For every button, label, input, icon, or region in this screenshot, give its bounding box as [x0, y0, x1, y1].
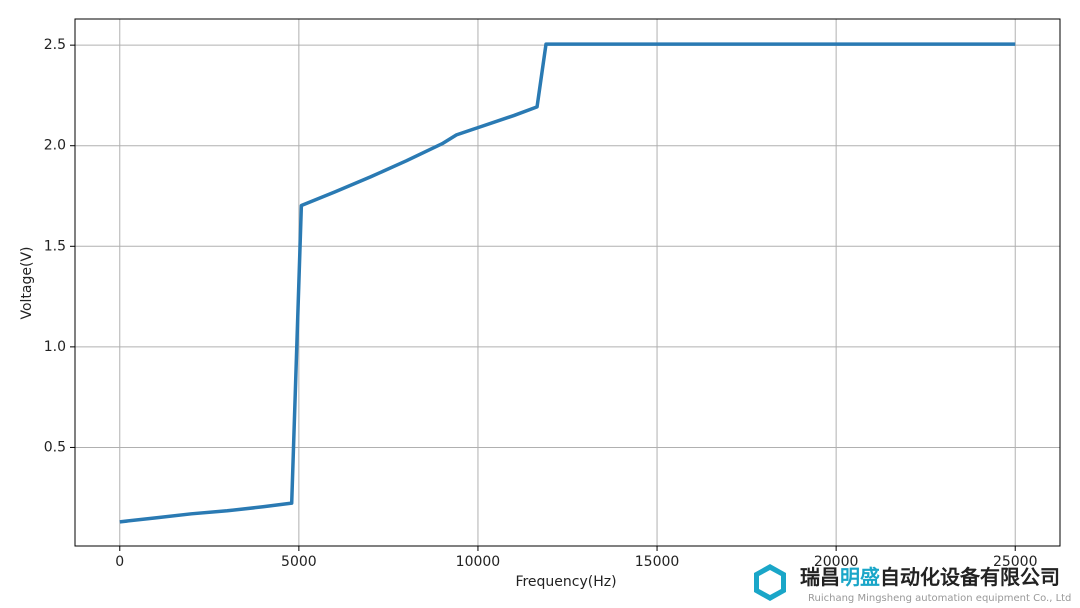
x-tick-label: 5000	[281, 554, 317, 570]
logo-icon-inner	[759, 570, 781, 595]
y-tick-label: 2.0	[44, 138, 66, 154]
company-name-start: 瑞昌	[800, 565, 840, 589]
plot: 0 5000 10000 15000 20000 25000 0.5 1.0 1.5 2.0 2.5	[44, 18, 1061, 570]
y-tick-label: 0.5	[44, 439, 66, 455]
company-name: 瑞昌明盛自动化设备有限公司	[800, 565, 1060, 589]
watermark: 瑞昌明盛自动化设备有限公司 Ruichang Mingsheng automat…	[754, 564, 1071, 604]
y-tick-label: 2.5	[44, 37, 66, 53]
x-tick-label: 0	[115, 554, 124, 570]
company-name-end: 自动化设备有限公司	[880, 565, 1060, 589]
y-axis-label: Voltage(V)	[19, 246, 35, 319]
x-tick-label: 10000	[456, 554, 501, 570]
x-tick-label: 15000	[635, 554, 680, 570]
axes-frame	[74, 18, 1061, 547]
y-tick-label: 1.0	[44, 339, 66, 355]
x-tick-label: 20000	[814, 554, 859, 570]
x-tick-label: 25000	[993, 554, 1038, 570]
data-line	[119, 42, 1016, 524]
company-subtitle: Ruichang Mingsheng automation equipment …	[808, 593, 1071, 604]
company-name-highlight: 明盛	[840, 565, 880, 589]
x-axis-label: Frequency(Hz)	[515, 574, 616, 590]
y-tick-label: 1.5	[44, 238, 66, 254]
